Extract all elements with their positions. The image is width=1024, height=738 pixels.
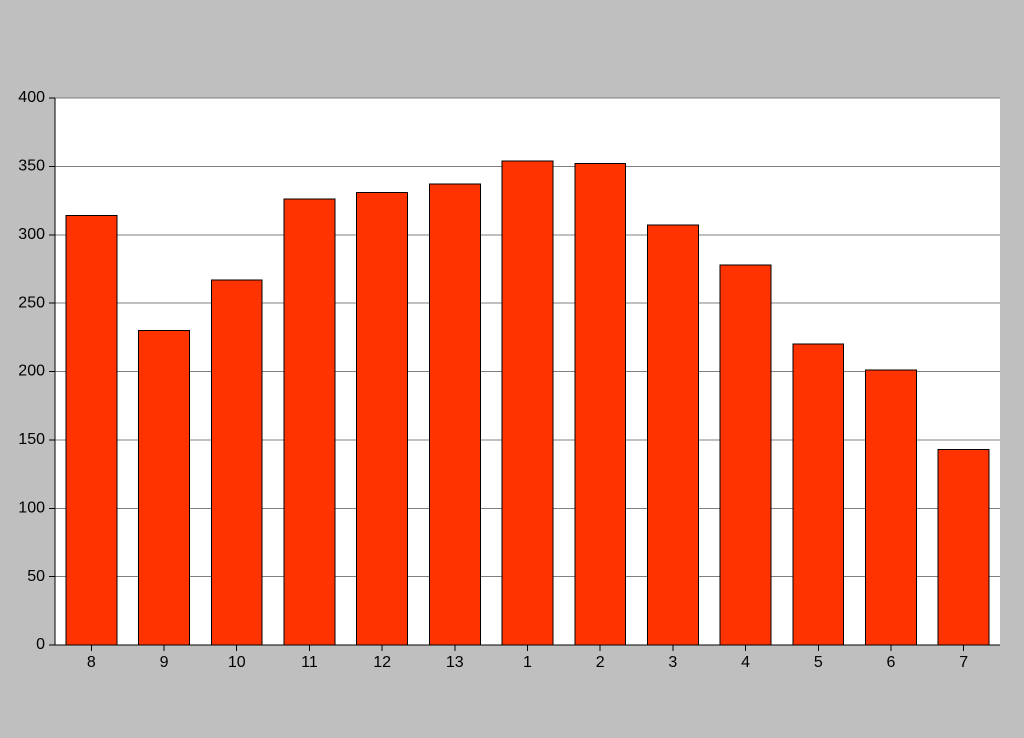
x-tick-label: 9 bbox=[160, 654, 169, 671]
x-tick-label: 1 bbox=[523, 654, 532, 671]
y-tick-label: 50 bbox=[27, 568, 45, 585]
bar bbox=[938, 449, 989, 645]
x-tick-label: 8 bbox=[87, 654, 96, 671]
bar bbox=[720, 265, 771, 645]
y-tick-label: 250 bbox=[18, 294, 45, 311]
bar bbox=[284, 199, 335, 645]
bar-chart: 0501001502002503003504008910111213123456… bbox=[0, 0, 1024, 738]
y-tick-label: 200 bbox=[18, 363, 45, 380]
bar bbox=[357, 192, 408, 645]
bar bbox=[502, 161, 553, 645]
x-tick-label: 7 bbox=[959, 654, 968, 671]
x-tick-label: 10 bbox=[228, 654, 246, 671]
bar bbox=[647, 225, 698, 645]
bar bbox=[575, 164, 626, 645]
bar bbox=[866, 370, 917, 645]
bar bbox=[793, 344, 844, 645]
bar bbox=[211, 280, 262, 645]
bar bbox=[429, 184, 480, 645]
x-tick-label: 2 bbox=[596, 654, 605, 671]
x-tick-label: 11 bbox=[301, 654, 318, 671]
bar bbox=[66, 216, 117, 645]
y-tick-label: 0 bbox=[36, 636, 45, 653]
x-tick-label: 5 bbox=[814, 654, 823, 671]
y-tick-label: 400 bbox=[18, 89, 45, 106]
chart-canvas: 0501001502002503003504008910111213123456… bbox=[0, 0, 1024, 738]
y-tick-label: 350 bbox=[18, 158, 45, 175]
x-tick-label: 12 bbox=[373, 654, 391, 671]
bar bbox=[139, 330, 190, 645]
x-tick-label: 13 bbox=[446, 654, 464, 671]
y-tick-label: 100 bbox=[18, 499, 45, 516]
y-tick-label: 300 bbox=[18, 226, 45, 243]
y-tick-label: 150 bbox=[18, 431, 45, 448]
x-tick-label: 6 bbox=[887, 654, 896, 671]
x-tick-label: 4 bbox=[741, 654, 750, 671]
x-tick-label: 3 bbox=[668, 654, 677, 671]
